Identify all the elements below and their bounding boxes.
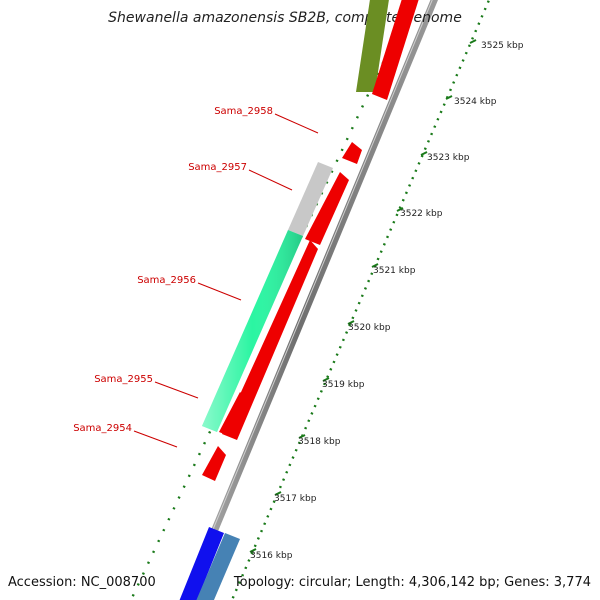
gene-block-red — [305, 172, 349, 245]
tick-label: 3522 kbp — [400, 209, 443, 219]
gene-block-red — [202, 446, 226, 481]
gene-block-red — [372, 0, 419, 100]
gene-block-red — [222, 240, 318, 440]
gene-shine — [202, 230, 303, 432]
tick-labels: 3525 kbp 3524 kbp 3523 kbp 3522 kbp 3521… — [250, 41, 524, 561]
tick-label: 3520 kbp — [348, 323, 391, 333]
backbone — [182, 0, 438, 600]
gc-dots-inner — [129, 0, 414, 600]
gene-block-red — [219, 392, 249, 438]
gene-label-sama-2958: Sama_2958 — [214, 106, 273, 117]
gene-label-sama-2956: Sama_2956 — [137, 275, 196, 286]
tick-label: 3516 kbp — [250, 551, 293, 561]
gene-block-silver — [288, 162, 333, 236]
tick-marks — [249, 39, 477, 553]
gene-block-steelblue — [196, 533, 240, 600]
outer-strand-genes — [196, 0, 419, 600]
tick-label: 3523 kbp — [427, 153, 470, 163]
tick-label: 3517 kbp — [274, 494, 317, 504]
gene-label-sama-2955: Sama_2955 — [94, 374, 153, 385]
gene-block-blue — [179, 527, 224, 600]
tick-label: 3525 kbp — [481, 41, 524, 51]
tick-label: 3521 kbp — [373, 266, 416, 276]
gene-label-sama-2954: Sama_2954 — [73, 423, 132, 434]
gene-block-red — [342, 142, 362, 164]
gene-block-olive — [356, 0, 389, 92]
topology-summary: Topology: circular; Length: 4,306,142 bp… — [233, 575, 591, 590]
tick-label: 3519 kbp — [322, 380, 365, 390]
tick-label: 3524 kbp — [454, 97, 497, 107]
accession-label: Accession: NC_008700 — [8, 575, 156, 590]
tick-label: 3518 kbp — [298, 437, 341, 447]
label-callouts — [133, 113, 319, 448]
inner-strand-genes — [179, 0, 389, 600]
gene-label-sama-2957: Sama_2957 — [188, 162, 247, 173]
gene-labels: Sama_2958 Sama_2957 Sama_2956 Sama_2955 … — [73, 106, 273, 434]
